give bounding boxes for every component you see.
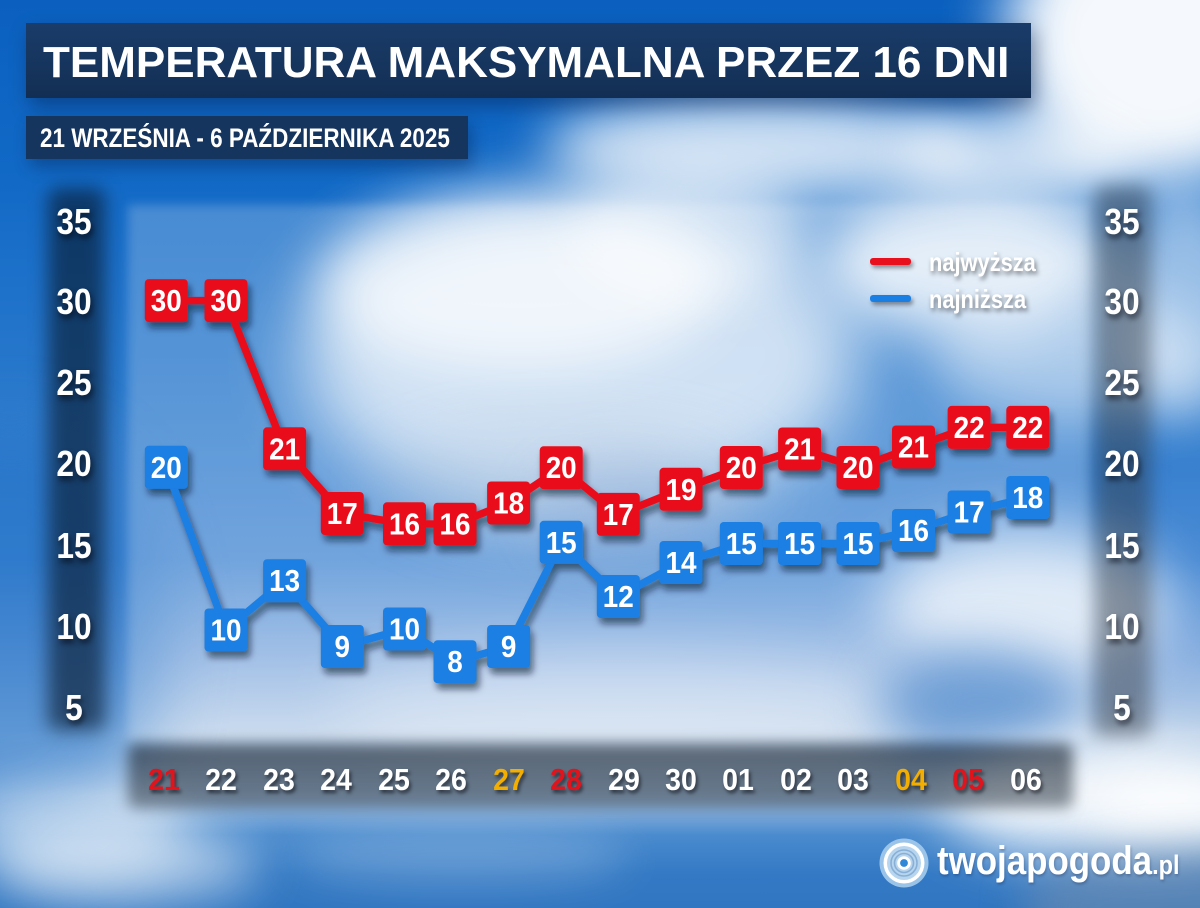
svg-text:10: 10	[389, 612, 420, 647]
svg-text:13: 13	[269, 563, 300, 598]
svg-text:17: 17	[954, 495, 985, 530]
svg-text:16: 16	[898, 513, 929, 548]
svg-text:15: 15	[546, 525, 577, 560]
svg-text:16: 16	[389, 506, 420, 541]
svg-text:17: 17	[603, 497, 634, 532]
svg-text:18: 18	[493, 486, 524, 521]
svg-text:18: 18	[1012, 480, 1043, 515]
svg-text:22: 22	[1012, 410, 1043, 445]
svg-text:14: 14	[666, 545, 698, 580]
svg-text:19: 19	[666, 472, 697, 507]
svg-text:12: 12	[603, 579, 634, 614]
svg-text:15: 15	[843, 526, 874, 561]
svg-text:21: 21	[898, 430, 929, 465]
svg-text:8: 8	[447, 644, 463, 679]
svg-text:21: 21	[269, 431, 300, 466]
svg-text:21: 21	[784, 432, 815, 467]
svg-text:10: 10	[211, 613, 242, 648]
svg-text:15: 15	[784, 526, 815, 561]
svg-text:20: 20	[151, 450, 182, 485]
svg-text:30: 30	[211, 283, 242, 318]
svg-text:30: 30	[151, 283, 182, 318]
svg-text:20: 20	[546, 450, 577, 485]
svg-text:20: 20	[726, 450, 757, 485]
svg-text:9: 9	[335, 629, 351, 664]
svg-text:20: 20	[843, 450, 874, 485]
svg-text:22: 22	[954, 410, 985, 445]
svg-text:17: 17	[327, 496, 358, 531]
svg-text:15: 15	[726, 526, 757, 561]
svg-text:16: 16	[440, 507, 471, 542]
svg-text:9: 9	[501, 629, 517, 664]
